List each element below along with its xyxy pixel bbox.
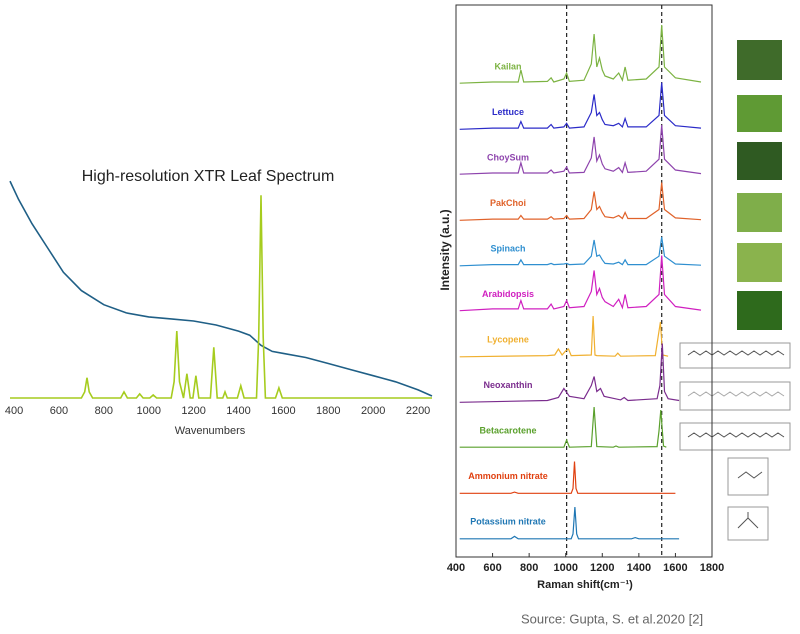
spectrum-line (459, 315, 669, 358)
series-label: Lettuce (492, 107, 524, 117)
x-tick-label: 600 (483, 562, 501, 574)
spectrum-line (9, 180, 433, 397)
thumbnails (679, 40, 791, 541)
molecule-box (679, 381, 791, 411)
x-tick-label: 1200 (181, 405, 205, 417)
molecule-drawing (687, 350, 785, 356)
spectrum-line (459, 506, 680, 540)
x-tick-label: 800 (520, 562, 538, 574)
series-label: Lycopene (487, 334, 529, 344)
source-note: Source: Gupta, S. et al.2020 [2] (521, 611, 703, 626)
series-label: PakChoi (490, 198, 526, 208)
y-axis-label: Intensity (a.u.) (438, 209, 452, 290)
series-label: Potassium nitrate (470, 516, 546, 526)
leaf-photo (737, 193, 782, 232)
x-tick-label: 1600 (271, 405, 295, 417)
spectrum-line (10, 195, 432, 399)
chart-title: High-resolution XTR Leaf Spectrum (82, 168, 335, 185)
x-tick-label: 1600 (663, 562, 687, 574)
spectrum-line (459, 82, 702, 130)
series-label: Betacarotene (479, 425, 536, 435)
spectrum-line (459, 461, 676, 494)
molecule-box (679, 342, 791, 369)
x-tick-label: 1200 (590, 562, 614, 574)
x-tick-label: 1000 (136, 405, 160, 417)
series-label: Neoxanthin (483, 380, 532, 390)
spectrum-line (459, 24, 702, 84)
x-tick-label: 1400 (226, 405, 250, 417)
x-tick-label: 800 (95, 405, 113, 417)
x-axis-label: Wavenumbers (175, 425, 246, 437)
spectrum-line (459, 236, 702, 267)
series-label: ChoySum (487, 152, 529, 162)
x-tick-label: 2000 (361, 405, 385, 417)
series-label: Arabidopsis (482, 289, 534, 299)
series-label: Spinach (490, 243, 525, 253)
x-axis-label: Raman shift(cm⁻¹) (537, 579, 633, 591)
spectrum-line (459, 182, 702, 221)
molecule-drawing (687, 432, 785, 438)
series-label: Kailan (494, 61, 521, 71)
molecule-drawing (687, 391, 785, 397)
leaf-photo (737, 243, 782, 282)
x-tick-label: 1800 (700, 562, 724, 574)
spectrum-line (459, 406, 667, 448)
spectrum-line (459, 255, 702, 312)
x-tick-label: 400 (447, 562, 465, 574)
series-label: Ammonium nitrate (468, 471, 548, 481)
molecule-drawing (737, 471, 763, 479)
x-tick-label: 1400 (627, 562, 651, 574)
leaf-photo (737, 95, 782, 132)
plot-frame (455, 4, 713, 558)
spectrum-line (459, 124, 702, 175)
x-tick-label: 2200 (406, 405, 430, 417)
molecule-box (727, 506, 769, 541)
spectrum-line (459, 343, 680, 403)
x-tick-label: 1000 (553, 562, 577, 574)
molecule-drawing (737, 512, 759, 529)
molecule-box (727, 457, 769, 496)
leaf-photo (737, 142, 782, 180)
leaf-photo (737, 291, 782, 330)
x-tick-label: 400 (5, 405, 23, 417)
leaf-photo (737, 40, 782, 80)
x-tick-label: 600 (50, 405, 68, 417)
x-tick-label: 1800 (316, 405, 340, 417)
